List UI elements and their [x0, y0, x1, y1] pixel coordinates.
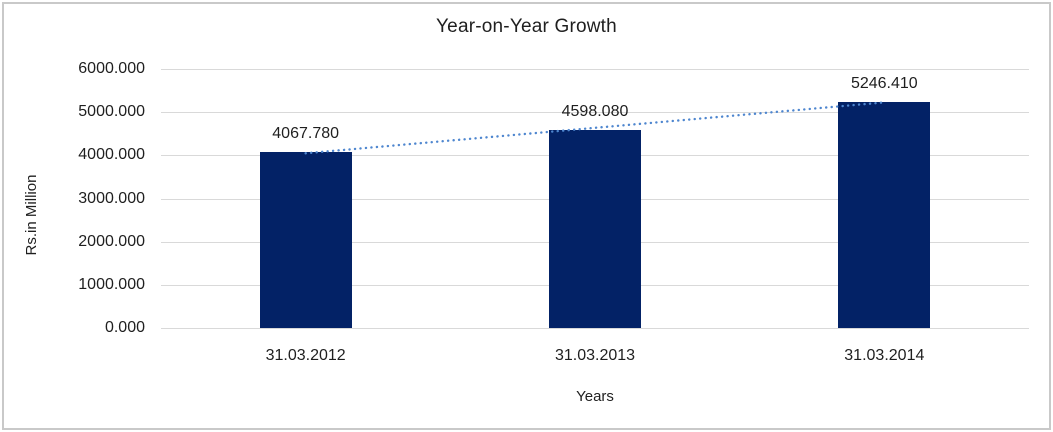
trendline-path [304, 101, 886, 155]
x-tick-label: 31.03.2012 [265, 347, 346, 364]
y-tick-label: 4000.000 [78, 146, 145, 164]
x-tick-label: 31.03.2014 [844, 347, 925, 364]
bar-value-label: 4598.080 [561, 102, 629, 120]
gridline [161, 69, 1029, 70]
gridline [161, 328, 1029, 329]
bar [259, 152, 352, 328]
bar [838, 101, 931, 328]
x-tick-label: 31.03.2013 [554, 347, 636, 364]
y-tick-label: 6000.000 [78, 60, 145, 77]
y-tick-label: 1000.000 [78, 275, 145, 293]
trendline [304, 101, 886, 155]
bar-value-label: 5246.410 [850, 74, 918, 92]
y-tick-label: 3000.000 [78, 189, 145, 207]
gridline [161, 112, 1029, 114]
x-axis-title: Years [576, 388, 614, 405]
bar [549, 129, 641, 328]
bar-value-label: 4067.780 [272, 125, 340, 143]
chart-title: Year-on-Year Growth [436, 16, 617, 37]
y-tick-label: 2000.000 [78, 232, 145, 250]
y-tick-label: 5000.000 [78, 103, 145, 121]
y-tick-label: 0.000 [104, 319, 145, 336]
